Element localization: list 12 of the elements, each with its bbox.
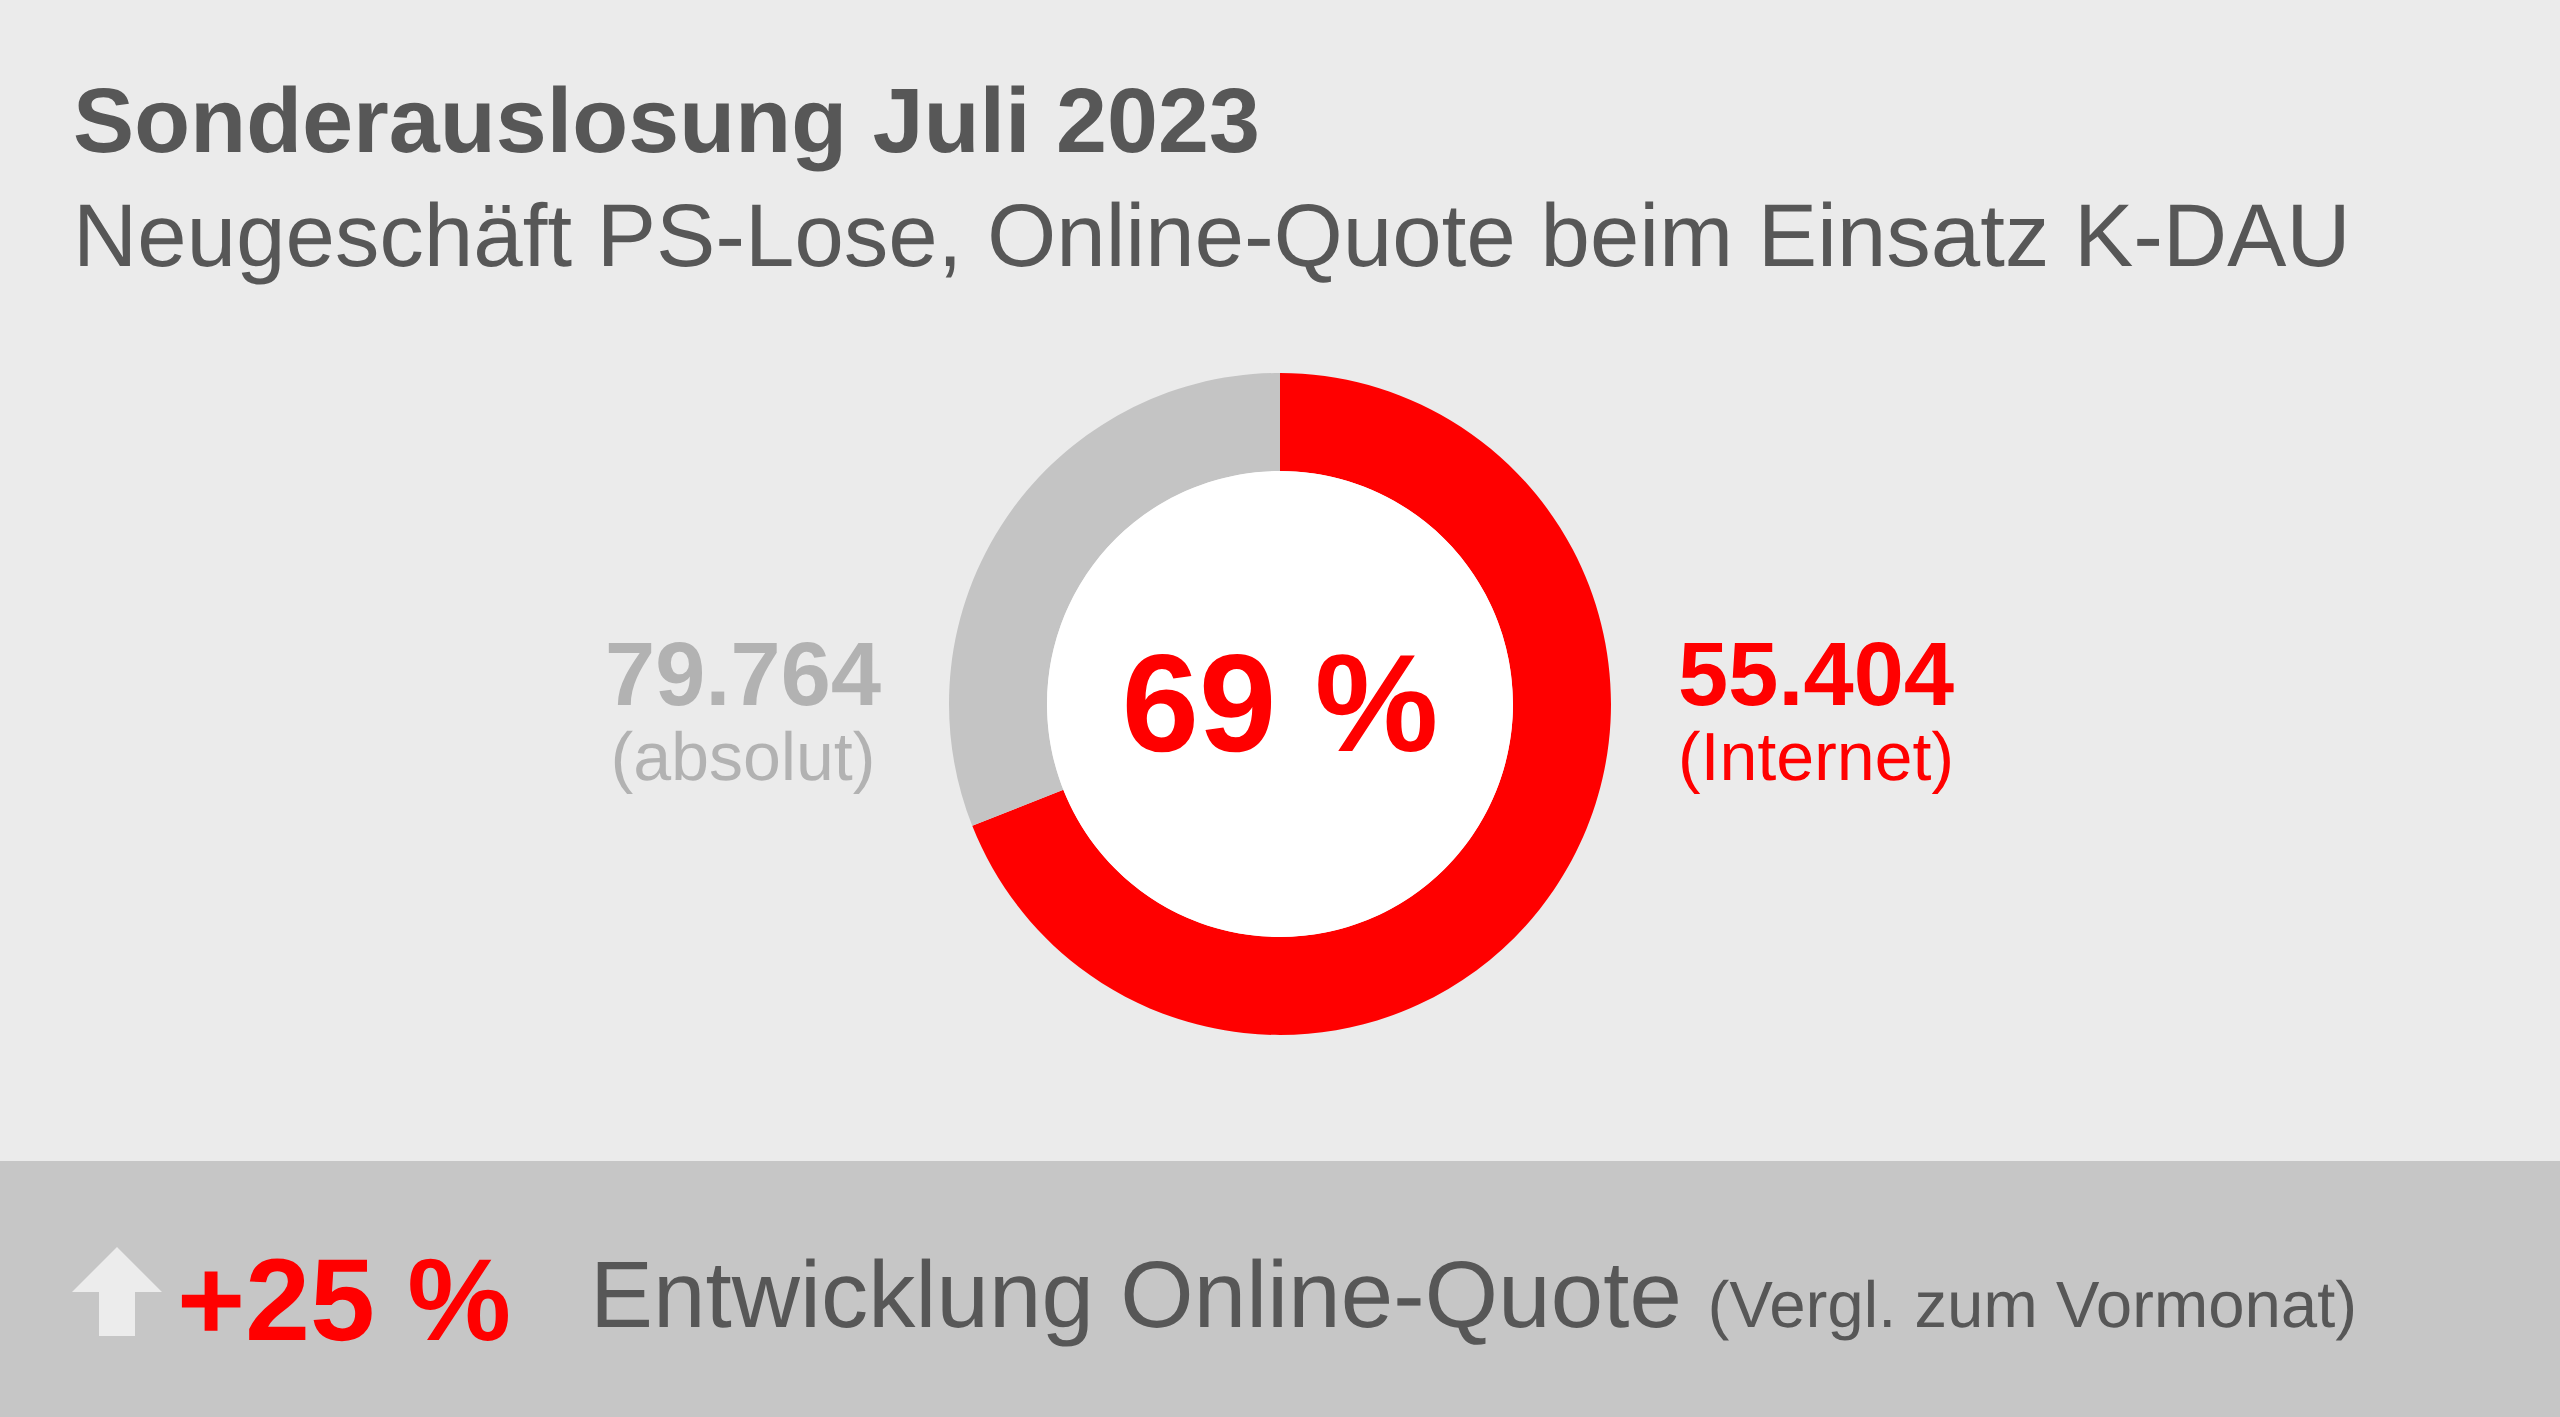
chart-title: Sonderauslosung Juli 2023 [75, 85, 1257, 172]
text: 55.404 [1680, 641, 1954, 706]
chart-subtitle: Neugeschäft PS-Lose, Online-Quote beim Einsatz K-DAU [80, 201, 2344, 285]
text: (Vergl. zum Vormonat) [1711, 1279, 2353, 1341]
donut-slice [972, 373, 1611, 1035]
slice-label: (Internet) [1682, 730, 1950, 795]
text: (absolut) [614, 730, 872, 795]
donut-slice [949, 373, 1280, 826]
text: +25 % [181, 1258, 508, 1342]
text: Entwicklung Online-Quote [597, 1258, 1678, 1347]
text: 79.764 [608, 641, 881, 706]
text: 69 % [1126, 654, 1435, 753]
